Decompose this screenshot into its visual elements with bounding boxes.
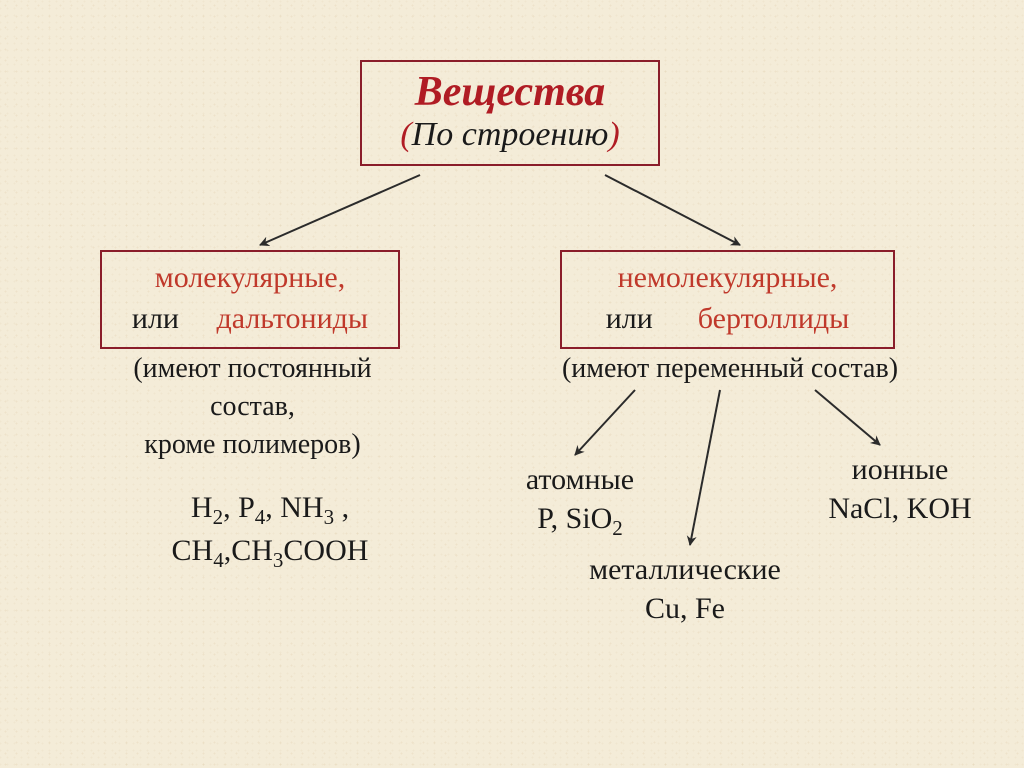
left-note-l3: кроме полимеров) bbox=[85, 426, 420, 464]
left-note: (имеют постоянный состав, кроме полимеро… bbox=[85, 350, 420, 463]
root-subtitle: (По строению) bbox=[390, 116, 630, 154]
left-formula-l2: CH4,CH3COOH bbox=[120, 531, 420, 574]
left-note-l1: (имеют постоянный bbox=[85, 350, 420, 388]
right-note: (имеют переменный состав) bbox=[525, 350, 935, 388]
ionic-formula: NaCl, KOH bbox=[795, 489, 1005, 528]
metallic-formula: Cu, Fe bbox=[555, 589, 815, 628]
right-alt-row: или бертоллиды bbox=[574, 299, 881, 340]
left-box: молекулярные, или дальтониды bbox=[100, 250, 400, 349]
left-alt: дальтониды bbox=[216, 302, 368, 335]
root-title: Вещества bbox=[390, 68, 630, 116]
metallic-label: металлические bbox=[555, 550, 815, 589]
right-alt-prefix: или bbox=[606, 302, 653, 335]
paren-open: ( bbox=[400, 116, 411, 153]
right-box: немолекулярные, или бертоллиды bbox=[560, 250, 895, 349]
root-box: Вещества (По строению) bbox=[360, 60, 660, 166]
atomic-formula: P, SiO2 bbox=[480, 499, 680, 542]
paren-close: ) bbox=[608, 116, 619, 153]
ionic-label: ионные bbox=[795, 450, 1005, 489]
right-note-text: (имеют переменный состав) bbox=[525, 350, 935, 388]
left-note-l2: состав, bbox=[85, 388, 420, 426]
left-alt-row: или дальтониды bbox=[114, 299, 386, 340]
right-term: немолекулярные, bbox=[574, 258, 881, 299]
atomic-node: атомные P, SiO2 bbox=[480, 460, 680, 542]
ionic-node: ионные NaCl, KOH bbox=[795, 450, 1005, 528]
atomic-label: атомные bbox=[480, 460, 680, 499]
left-formula: H2, P4, NH3 , CH4,CH3COOH bbox=[120, 488, 420, 575]
root-subtitle-text: По строению bbox=[412, 116, 609, 153]
left-term: молекулярные, bbox=[114, 258, 386, 299]
metallic-node: металлические Cu, Fe bbox=[555, 550, 815, 628]
left-formula-l1: H2, P4, NH3 , bbox=[120, 488, 420, 531]
left-alt-prefix: или bbox=[132, 302, 179, 335]
right-alt: бертоллиды bbox=[698, 302, 850, 335]
